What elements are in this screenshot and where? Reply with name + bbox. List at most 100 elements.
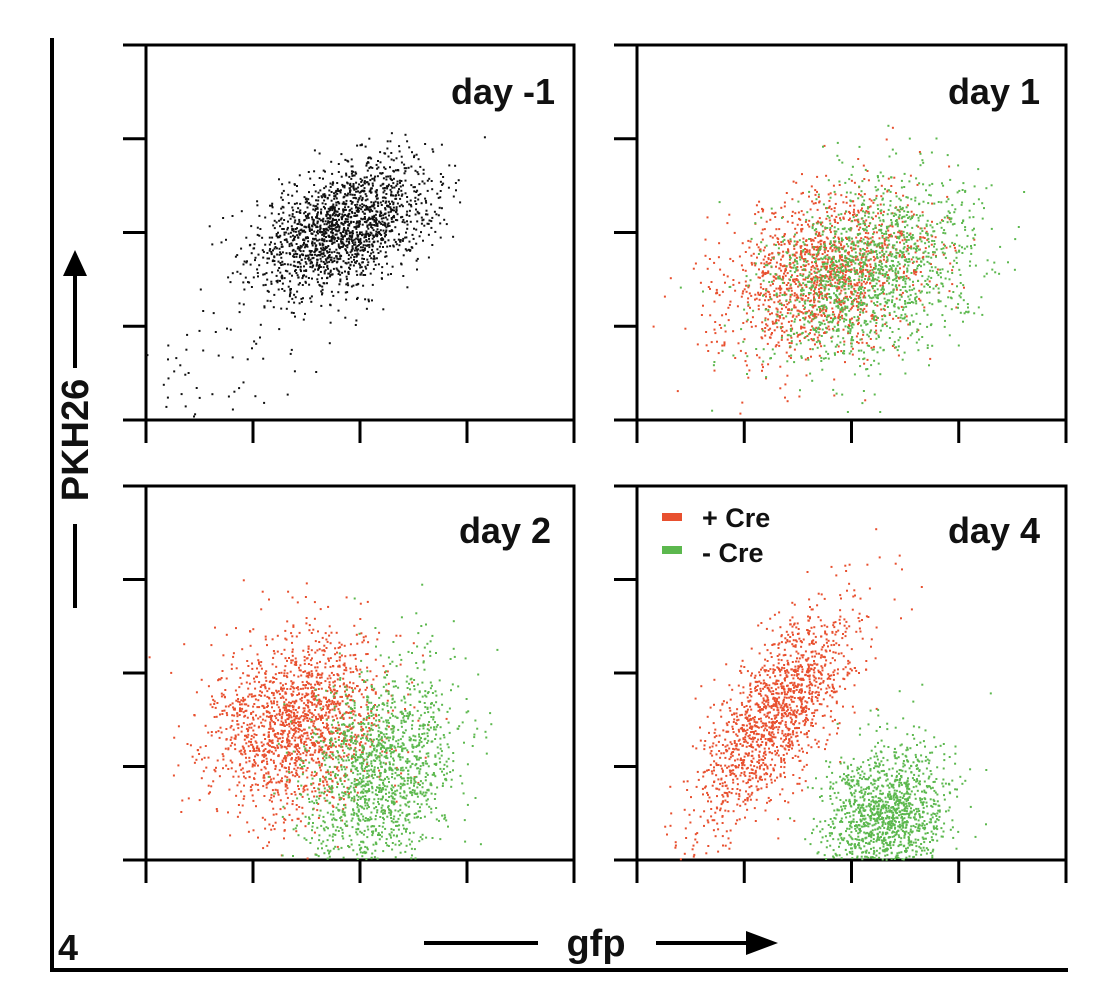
data-point [231, 408, 234, 411]
data-point [820, 257, 823, 260]
data-point [928, 302, 931, 305]
data-point [903, 270, 905, 273]
data-point [294, 269, 297, 271]
data-point [834, 299, 837, 302]
data-point [895, 277, 898, 280]
data-point [890, 176, 893, 179]
data-point [308, 202, 311, 205]
data-point [359, 220, 361, 223]
data-point [348, 212, 351, 215]
data-point [843, 227, 846, 230]
data-point [364, 217, 367, 220]
data-point [823, 144, 826, 147]
data-point [862, 220, 865, 222]
data-point [886, 213, 889, 216]
data-point [843, 343, 846, 346]
data-point [843, 245, 846, 248]
data-point [804, 258, 807, 260]
data-point [809, 238, 812, 240]
data-point [859, 292, 862, 295]
data-point [416, 257, 419, 260]
data-point [934, 285, 937, 288]
data-point [333, 206, 336, 209]
data-point [821, 253, 824, 255]
data-point [872, 232, 875, 235]
data-point [859, 248, 862, 251]
data-point [757, 246, 760, 249]
data-point [947, 210, 950, 213]
data-point [344, 213, 346, 216]
data-point [882, 349, 885, 352]
data-point [816, 281, 819, 284]
data-point [808, 300, 811, 303]
data-point [951, 272, 954, 274]
data-point [779, 264, 782, 267]
data-point [845, 249, 847, 252]
data-point [789, 300, 792, 303]
data-point [382, 214, 385, 217]
data-point [865, 210, 868, 213]
data-point [859, 267, 862, 270]
data-point [925, 189, 927, 192]
data-point [823, 304, 826, 307]
data-point [358, 197, 361, 200]
data-point [330, 256, 333, 259]
data-point [801, 326, 804, 329]
data-point [276, 281, 279, 284]
data-point [320, 304, 323, 307]
data-point [840, 194, 843, 197]
data-point [757, 211, 760, 214]
data-point [316, 278, 319, 281]
data-point [353, 214, 356, 217]
data-point [348, 232, 351, 235]
data-point [831, 267, 834, 270]
data-point [397, 194, 400, 197]
data-point [915, 302, 918, 305]
data-point [273, 263, 276, 266]
data-point [825, 280, 828, 283]
data-point [410, 205, 413, 208]
data-point [747, 239, 750, 242]
data-point [846, 298, 849, 301]
data-point [971, 229, 974, 232]
data-point [868, 212, 871, 215]
data-point [870, 346, 873, 349]
data-point [342, 210, 345, 213]
data-point [867, 216, 870, 219]
data-point [368, 210, 371, 213]
data-point [284, 269, 287, 272]
data-point [779, 365, 782, 368]
data-point [802, 312, 805, 315]
data-point [808, 190, 811, 193]
data-point [826, 275, 829, 278]
data-point [349, 654, 352, 657]
data-point [358, 207, 361, 210]
data-point [836, 154, 839, 157]
data-point [390, 229, 393, 232]
data-point [746, 301, 749, 304]
data-point [400, 263, 403, 266]
data-point [836, 343, 839, 346]
data-point [925, 230, 928, 233]
data-point [863, 362, 866, 365]
data-point [841, 286, 844, 289]
data-point [801, 227, 804, 230]
data-point [808, 316, 811, 319]
data-point [933, 245, 935, 248]
data-point [847, 330, 850, 333]
data-point [358, 223, 361, 226]
data-point [763, 228, 766, 231]
data-point [869, 243, 872, 246]
data-point [788, 242, 791, 245]
data-point [298, 248, 301, 250]
data-point [855, 294, 858, 297]
data-point [796, 279, 799, 282]
data-point [874, 262, 877, 265]
data-point [828, 219, 831, 222]
data-point [713, 261, 716, 264]
data-point [406, 140, 409, 143]
data-point [789, 256, 791, 258]
data-point [821, 263, 824, 266]
data-point [816, 268, 819, 271]
data-point [858, 275, 861, 278]
